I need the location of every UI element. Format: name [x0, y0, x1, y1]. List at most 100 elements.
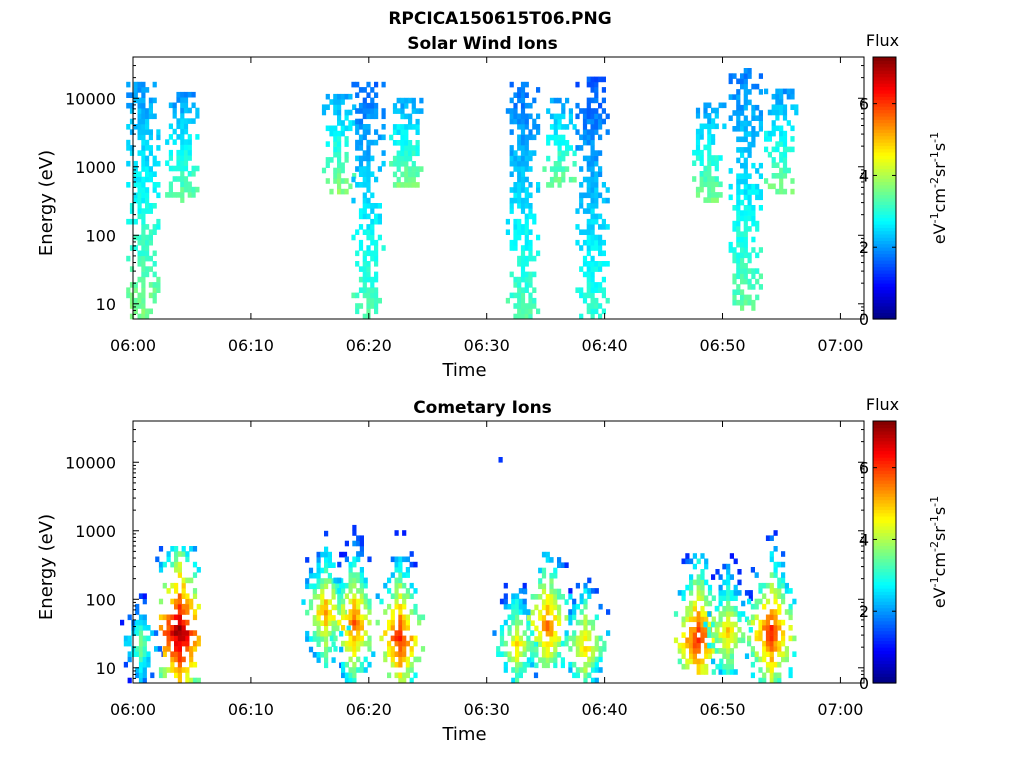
colorbar-title: Flux: [866, 31, 899, 50]
heatmap-cell: [769, 535, 774, 541]
heatmap-cell: [390, 635, 395, 642]
heatmap-cell: [148, 97, 153, 104]
heatmap-cell: [189, 546, 194, 552]
heatmap-cell: [398, 567, 403, 573]
heatmap-cell: [762, 656, 767, 663]
heatmap-cell: [546, 140, 551, 146]
heatmap-cell: [743, 183, 748, 190]
heatmap-cell: [528, 250, 533, 257]
x-tick-label: 06:10: [228, 336, 274, 355]
heatmap-cell: [370, 171, 375, 177]
heatmap-cell: [333, 125, 338, 132]
heatmap-cell: [152, 160, 157, 167]
heatmap-cell: [327, 615, 332, 621]
heatmap-cell: [503, 598, 508, 605]
heatmap-cell: [681, 621, 686, 628]
heatmap-cell: [362, 229, 367, 235]
heatmap-cell: [590, 108, 595, 114]
heatmap-cell: [394, 582, 399, 589]
heatmap-cell: [138, 656, 144, 663]
heatmap-cell: [137, 97, 142, 104]
heatmap-cell: [703, 113, 708, 119]
heatmap-cell: [681, 632, 686, 638]
heatmap-cell: [586, 182, 591, 188]
heatmap-cell: [586, 271, 591, 278]
heatmap-cell: [374, 303, 379, 309]
heatmap-cell: [340, 188, 345, 195]
heatmap-cell: [602, 640, 607, 647]
colorbar-segment: [873, 584, 896, 589]
heatmap-cell: [411, 124, 416, 130]
heatmap-cell: [337, 157, 342, 163]
heatmap-cell: [366, 250, 371, 257]
heatmap-cell: [138, 667, 144, 673]
heatmap-cell: [528, 208, 533, 214]
heatmap-cell: [532, 97, 537, 104]
heatmap-cell: [586, 229, 591, 235]
heatmap-cell: [305, 609, 310, 616]
heatmap-cell: [541, 567, 547, 574]
heatmap-cell: [337, 130, 342, 137]
heatmap-cell: [180, 181, 185, 188]
heatmap-cell: [549, 599, 554, 605]
heatmap-cell: [762, 646, 767, 652]
heatmap-cell: [192, 546, 198, 552]
heatmap-cell: [747, 210, 752, 216]
heatmap-cell: [141, 292, 146, 299]
heatmap-cell: [553, 134, 558, 141]
heatmap-cell: [513, 229, 518, 235]
colorbar-segment: [873, 76, 896, 81]
heatmap-cell: [141, 234, 146, 241]
heatmap-cell: [356, 535, 361, 541]
heatmap-cell: [524, 150, 529, 156]
heatmap-cell: [176, 176, 181, 182]
colorbar-segment: [873, 227, 896, 232]
heatmap-cell: [187, 144, 192, 151]
heatmap-cell: [513, 303, 518, 309]
heatmap-cell: [718, 611, 723, 617]
heatmap-cell: [743, 104, 748, 111]
heatmap-cell: [741, 611, 746, 617]
heatmap-cell: [583, 598, 588, 605]
heatmap-cell: [590, 97, 595, 104]
heatmap-cell: [177, 609, 182, 615]
heatmap-cell: [383, 651, 388, 657]
heatmap-cell: [700, 579, 705, 586]
heatmap-cell: [351, 176, 356, 183]
heatmap-cell: [348, 609, 353, 615]
heatmap-cell: [790, 88, 795, 95]
heatmap-cell: [685, 616, 690, 623]
heatmap-cell: [743, 168, 748, 174]
heatmap-cell: [138, 593, 144, 599]
heatmap-cell: [715, 663, 720, 670]
heatmap-cell: [120, 619, 125, 626]
heatmap-cell: [762, 677, 767, 684]
colorbar-segment: [873, 233, 896, 238]
heatmap-cell: [700, 584, 705, 591]
heatmap-cell: [549, 176, 555, 183]
heatmap-cell: [750, 672, 755, 679]
heatmap-cell: [777, 603, 782, 610]
heatmap-cell: [156, 182, 161, 188]
heatmap-cell: [748, 595, 753, 601]
heatmap-cell: [736, 194, 741, 201]
heatmap-cell: [561, 140, 566, 146]
heatmap-cell: [758, 619, 763, 626]
heatmap-cell: [747, 173, 752, 179]
heatmap-cell: [561, 113, 566, 120]
colorbar-segment: [873, 224, 896, 228]
colorbar-segment: [873, 99, 896, 104]
heatmap-cell: [598, 150, 603, 156]
colorbar-segment: [873, 250, 896, 255]
heatmap-cell: [732, 94, 737, 100]
heatmap-cell: [316, 551, 321, 558]
heatmap-cell: [499, 630, 505, 636]
heatmap-cell: [141, 150, 146, 156]
colorbar-segment: [873, 79, 896, 84]
heatmap-cell: [751, 220, 756, 227]
heatmap-cell: [363, 656, 368, 663]
heatmap-cell: [598, 118, 603, 125]
colorbar-segment: [873, 230, 896, 235]
heatmap-cell: [505, 297, 510, 304]
heatmap-cell: [732, 110, 737, 116]
